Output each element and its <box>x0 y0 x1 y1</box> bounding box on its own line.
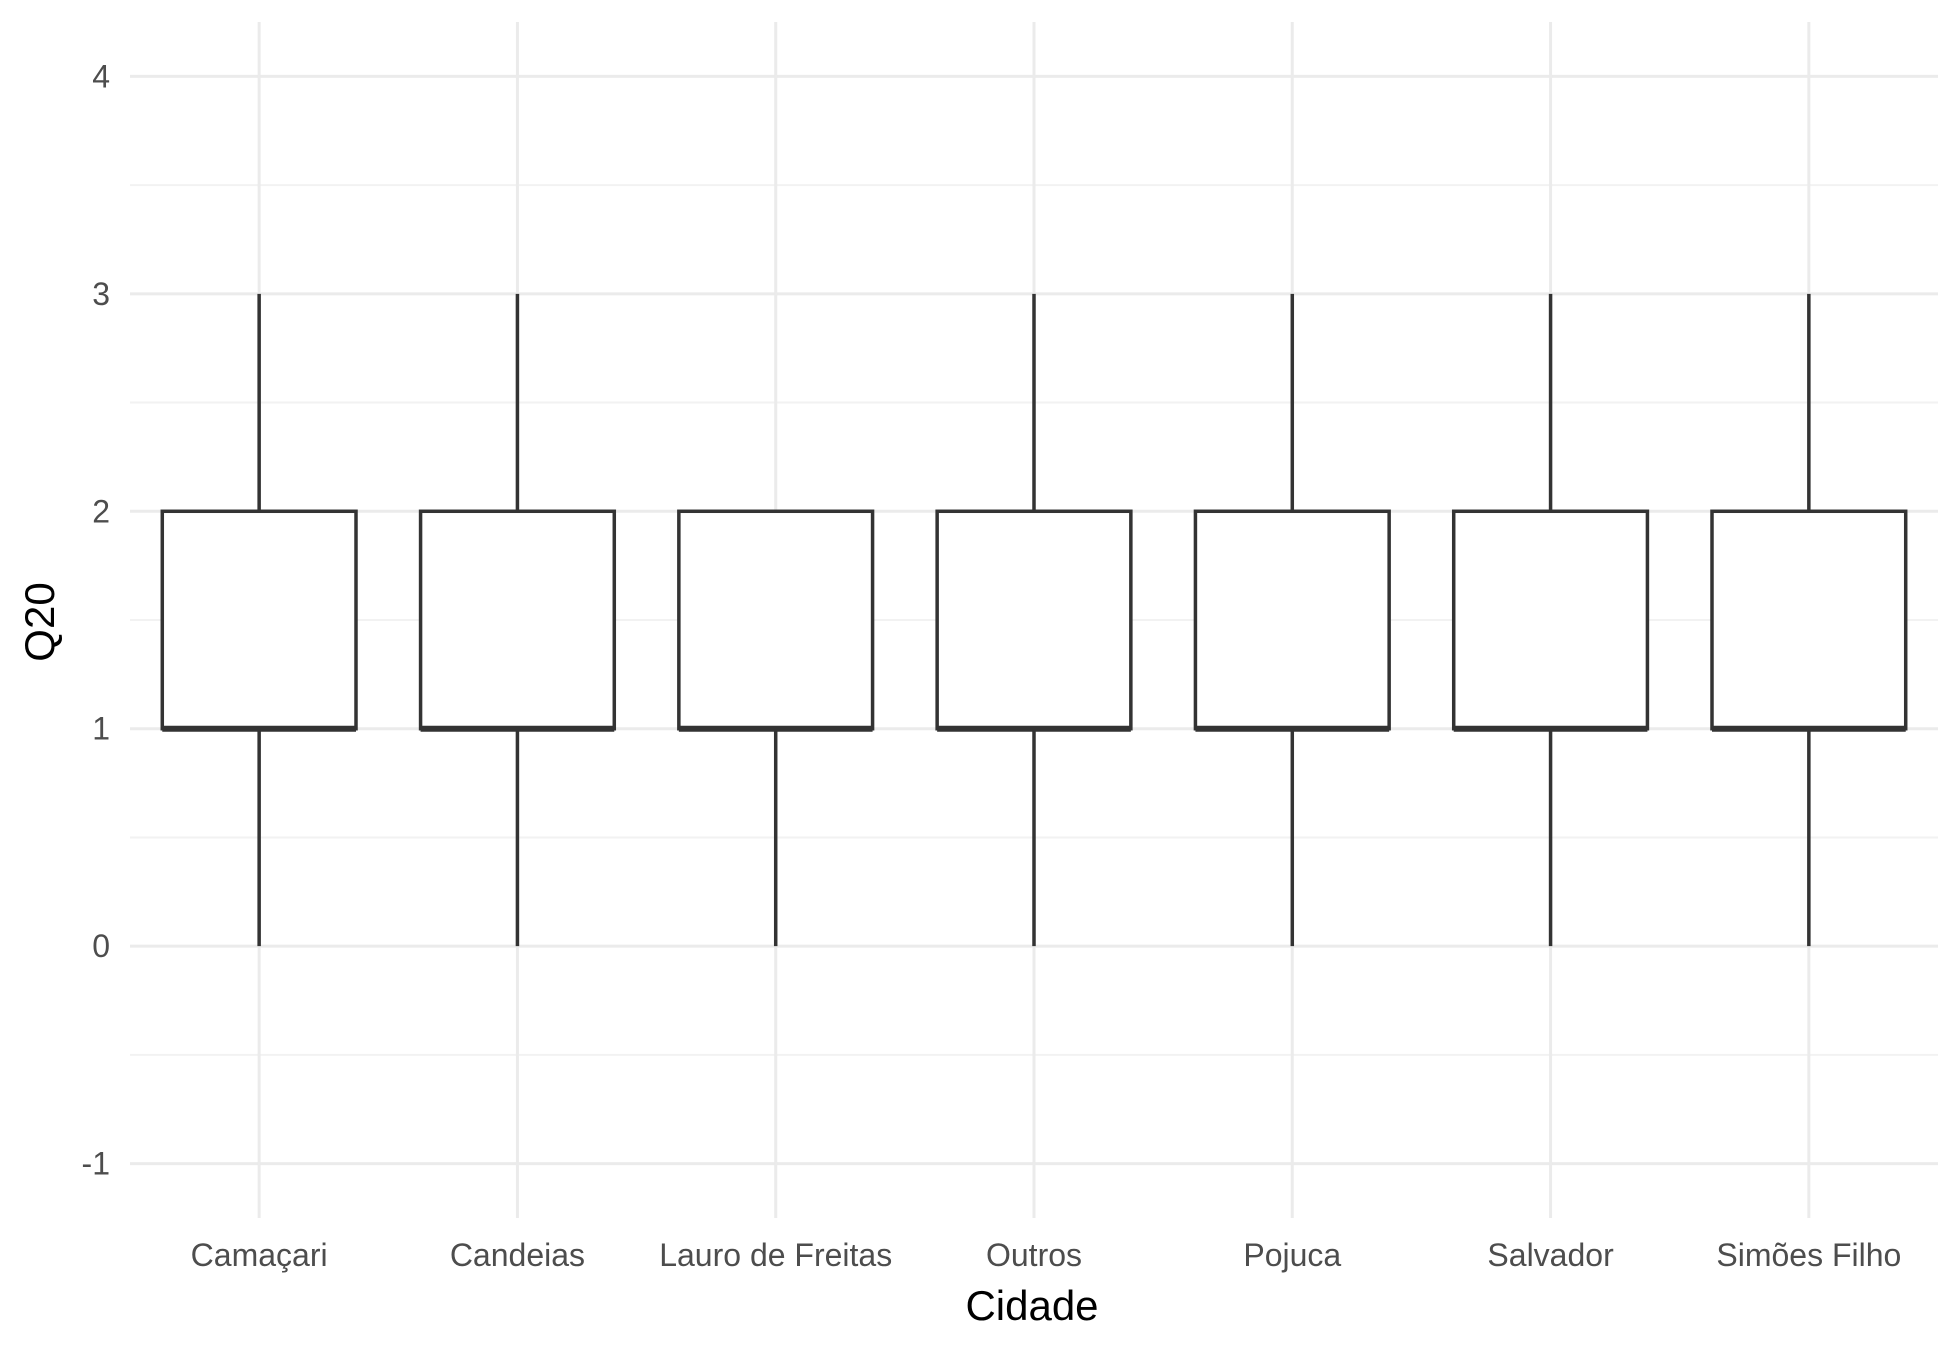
y-tick-label: 3 <box>92 276 110 312</box>
box-iqr <box>1451 509 1650 731</box>
x-tick-label: Salvador <box>1487 1237 1614 1273</box>
boxplot-item <box>1710 293 1908 947</box>
box-iqr <box>935 509 1133 731</box>
y-tick-label: 0 <box>92 928 110 964</box>
x-tick-label: Outros <box>986 1237 1082 1273</box>
y-axis-ticks: -1 0 1 2 3 4 <box>82 58 110 1181</box>
x-tick-label: Pojuca <box>1243 1237 1341 1273</box>
x-axis-ticks: Camaçari Candeias Lauro de Freitas Outros Po… <box>191 1237 1902 1273</box>
x-tick-label: Candeias <box>450 1237 585 1273</box>
y-tick-label: 1 <box>92 711 110 747</box>
box-iqr <box>1710 509 1908 731</box>
y-tick-label: -1 <box>82 1146 110 1182</box>
box-iqr <box>1193 509 1391 731</box>
x-tick-label: Camaçari <box>191 1237 328 1273</box>
boxplot-item <box>677 509 875 947</box>
box-iqr <box>677 509 875 731</box>
boxplot-item <box>935 293 1133 947</box>
y-tick-label: 2 <box>92 493 110 529</box>
x-tick-label: Simões Filho <box>1716 1237 1901 1273</box>
y-axis-title: Q20 <box>16 582 63 661</box>
box-iqr <box>160 509 358 731</box>
boxplot-item <box>418 293 617 947</box>
boxplot-item <box>1193 293 1391 947</box>
box-iqr <box>418 509 617 731</box>
x-tick-label: Lauro de Freitas <box>659 1237 892 1273</box>
boxplot-item <box>160 293 358 947</box>
y-tick-label: 4 <box>92 58 110 94</box>
boxplot-item <box>1451 293 1650 947</box>
boxplot-series <box>160 293 1908 947</box>
x-axis-title: Cidade <box>965 1282 1098 1329</box>
